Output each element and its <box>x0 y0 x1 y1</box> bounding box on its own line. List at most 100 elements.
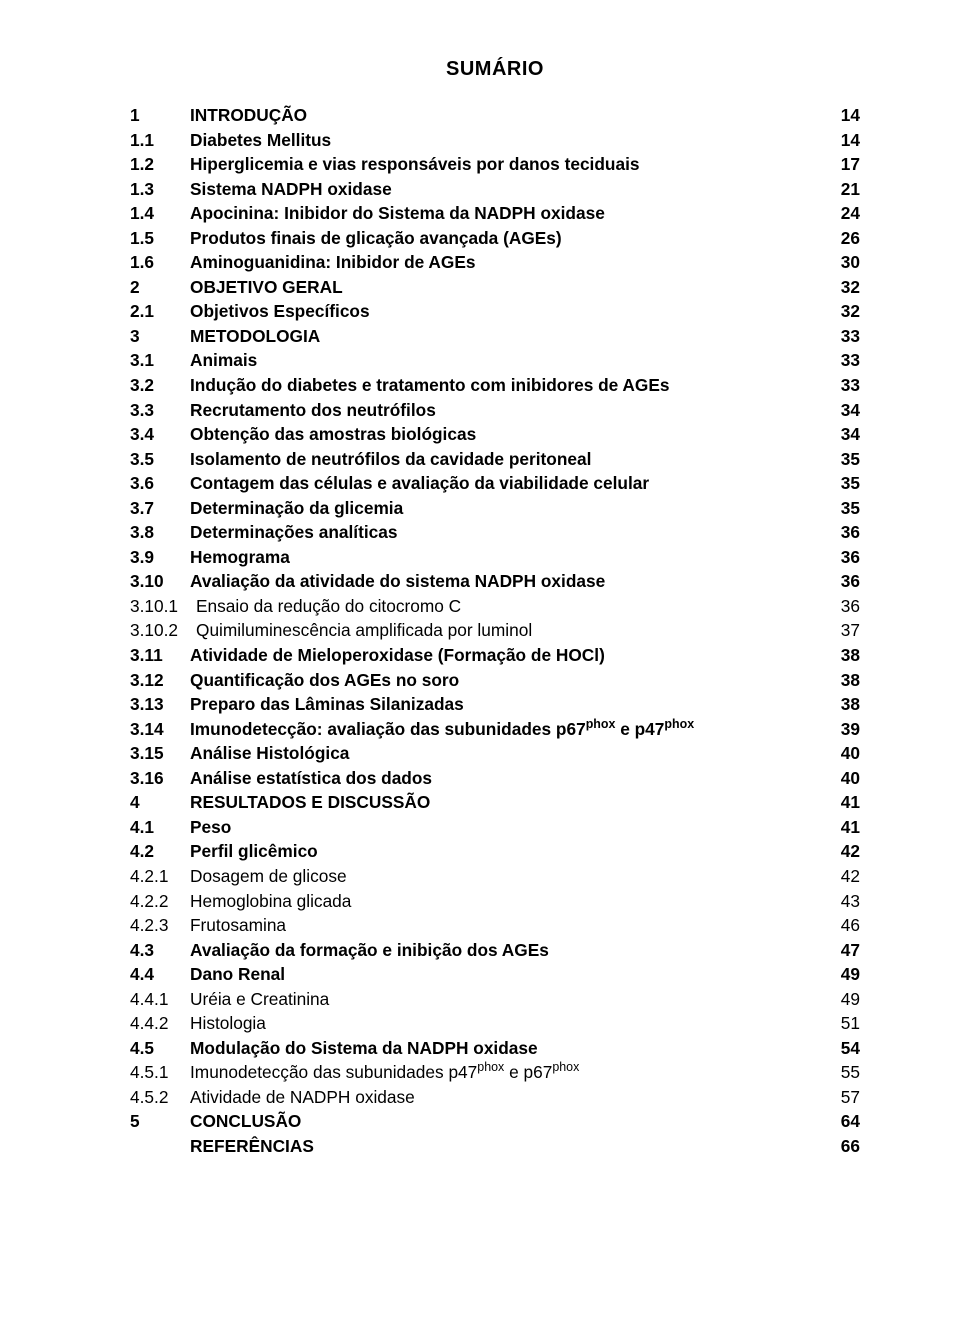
toc-number: 1.1 <box>130 128 190 153</box>
toc-label: Contagem das células e avaliação da viab… <box>190 471 649 496</box>
toc-label: Indução do diabetes e tratamento com ini… <box>190 373 670 398</box>
toc-page-number: 49 <box>832 962 860 987</box>
toc-number: 4.5.2 <box>130 1085 190 1110</box>
toc-label: Ensaio da redução do citocromo C <box>196 594 461 619</box>
toc-number: 3.8 <box>130 520 190 545</box>
toc-page-number: 33 <box>832 348 860 373</box>
toc-label: Histologia <box>190 1011 266 1036</box>
toc-label: Imunodetecção: avaliação das subunidades… <box>190 717 694 742</box>
toc-number: 3.10 <box>130 569 190 594</box>
toc-number: 3.7 <box>130 496 190 521</box>
toc-number: 4.4.2 <box>130 1011 190 1036</box>
toc-page-number: 36 <box>832 520 860 545</box>
toc-number: 1.6 <box>130 250 190 275</box>
toc-page-number: 32 <box>832 299 860 324</box>
toc-number: 3.5 <box>130 447 190 472</box>
toc-label: Avaliação da formação e inibição dos AGE… <box>190 938 549 963</box>
toc-page-number: 41 <box>832 815 860 840</box>
toc-label: INTRODUÇÃO <box>190 103 307 128</box>
toc-number: 4.2 <box>130 839 190 864</box>
toc-label: Uréia e Creatinina <box>190 987 329 1012</box>
toc-page-number: 37 <box>832 618 860 643</box>
toc-page-number: 41 <box>832 790 860 815</box>
toc-number: 3 <box>130 324 190 349</box>
toc-page-number: 36 <box>832 594 860 619</box>
toc-number: 3.14 <box>130 717 190 742</box>
toc-page-number: 38 <box>832 643 860 668</box>
toc-row: 4.4.1Uréia e Creatinina49 <box>130 987 860 1012</box>
toc-label: Quimiluminescência amplificada por lumin… <box>196 618 532 643</box>
toc-page-number: 39 <box>832 717 860 742</box>
toc-row: 5CONCLUSÃO64 <box>130 1109 860 1134</box>
toc-label: Diabetes Mellitus <box>190 128 331 153</box>
toc-label: Preparo das Lâminas Silanizadas <box>190 692 464 717</box>
toc-row: 3.3Recrutamento dos neutrófilos 34 <box>130 398 860 423</box>
toc-label: Avaliação da atividade do sistema NADPH … <box>190 569 605 594</box>
toc-label: Animais <box>190 348 257 373</box>
toc-label: Determinação da glicemia <box>190 496 403 521</box>
toc-page-number: 36 <box>832 545 860 570</box>
toc-label: Dosagem de glicose <box>190 864 347 889</box>
toc-number: 1 <box>130 103 190 128</box>
toc-label: Hemoglobina glicada <box>190 889 351 914</box>
toc-page-number: 46 <box>832 913 860 938</box>
sumario-title: SUMÁRIO <box>130 58 860 81</box>
toc-row: 4.1Peso41 <box>130 815 860 840</box>
toc-row: 3.5Isolamento de neutrófilos da cavidade… <box>130 447 860 472</box>
toc-label: CONCLUSÃO <box>190 1109 301 1134</box>
toc-row: REFERÊNCIAS66 <box>130 1134 860 1159</box>
toc-page-number: 51 <box>832 1011 860 1036</box>
toc-number: 4.4 <box>130 962 190 987</box>
toc-page-number: 14 <box>832 128 860 153</box>
toc-label: Hemograma <box>190 545 290 570</box>
toc-page-number: 38 <box>832 692 860 717</box>
toc-row: 4.5Modulação do Sistema da NADPH oxidase… <box>130 1036 860 1061</box>
toc-number: 3.1 <box>130 348 190 373</box>
toc-row: 1INTRODUÇÃO14 <box>130 103 860 128</box>
toc-number: 3.4 <box>130 422 190 447</box>
toc-row: 2.1Objetivos Específicos32 <box>130 299 860 324</box>
toc-row: 2OBJETIVO GERAL32 <box>130 275 860 300</box>
toc-row: 4.2.2Hemoglobina glicada43 <box>130 889 860 914</box>
toc-label: Modulação do Sistema da NADPH oxidase <box>190 1036 538 1061</box>
toc-number: 4.4.1 <box>130 987 190 1012</box>
toc-row: 3.8Determinações analíticas36 <box>130 520 860 545</box>
toc-row: 1.4Apocinina: Inibidor do Sistema da NAD… <box>130 201 860 226</box>
toc-number: 3.13 <box>130 692 190 717</box>
toc-number: 3.10.2 <box>130 618 196 643</box>
toc-row: 3.15Análise Histológica40 <box>130 741 860 766</box>
toc-number: 4.5.1 <box>130 1060 190 1085</box>
toc-page-number: 33 <box>832 373 860 398</box>
toc-number: 3.3 <box>130 398 190 423</box>
toc-number: 4.2.1 <box>130 864 190 889</box>
toc-row: 4.4.2Histologia 51 <box>130 1011 860 1036</box>
toc-row: 1.1Diabetes Mellitus 14 <box>130 128 860 153</box>
toc-page-number: 24 <box>832 201 860 226</box>
toc-label: Hiperglicemia e vias responsáveis por da… <box>190 152 640 177</box>
toc-label: Frutosamina <box>190 913 286 938</box>
toc-page-number: 32 <box>832 275 860 300</box>
toc-page-number: 40 <box>832 766 860 791</box>
toc-page-number: 55 <box>832 1060 860 1085</box>
toc-number: 3.15 <box>130 741 190 766</box>
toc-label: METODOLOGIA <box>190 324 320 349</box>
toc-row: 1.5Produtos finais de glicação avançada … <box>130 226 860 251</box>
toc-page-number: 33 <box>832 324 860 349</box>
toc-label: Recrutamento dos neutrófilos <box>190 398 436 423</box>
toc-label: Análise estatística dos dados <box>190 766 432 791</box>
toc-label: Isolamento de neutrófilos da cavidade pe… <box>190 447 591 472</box>
toc-page-number: 40 <box>832 741 860 766</box>
toc-row: 3.10.1Ensaio da redução do citocromo C36 <box>130 594 860 619</box>
toc-page-number: 57 <box>832 1085 860 1110</box>
toc-number: 4.1 <box>130 815 190 840</box>
toc-page-number: 54 <box>832 1036 860 1061</box>
toc-page-number: 38 <box>832 668 860 693</box>
toc-page-number: 34 <box>832 398 860 423</box>
toc-row: 3.1Animais 33 <box>130 348 860 373</box>
toc-label: Obtenção das amostras biológicas <box>190 422 476 447</box>
toc-page-number: 30 <box>832 250 860 275</box>
toc-row: 3METODOLOGIA 33 <box>130 324 860 349</box>
toc-number: 4.2.3 <box>130 913 190 938</box>
toc-row: 4.2.3Frutosamina 46 <box>130 913 860 938</box>
toc-page-number: 34 <box>832 422 860 447</box>
